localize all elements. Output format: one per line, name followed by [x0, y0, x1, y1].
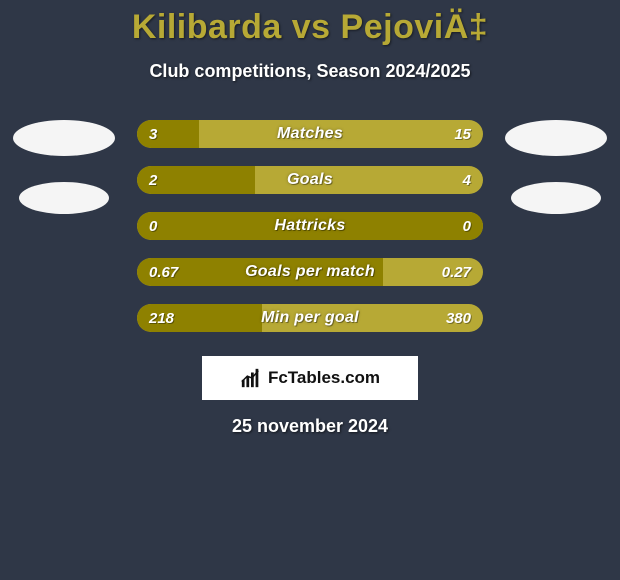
stat-right-value: 0 — [463, 212, 471, 240]
stat-right-value: 4 — [463, 166, 471, 194]
stat-bar: 2Goals4 — [137, 166, 483, 194]
chart-icon — [240, 367, 262, 389]
stat-label: Hattricks — [137, 212, 483, 240]
stat-label: Goals per match — [137, 258, 483, 286]
page-subtitle: Club competitions, Season 2024/2025 — [0, 61, 620, 82]
comparison-area: 3Matches15 2Goals4 0Hattricks0 0.67Goals pe… — [0, 120, 620, 332]
player-left-avatar — [13, 120, 115, 156]
stat-bars: 3Matches15 2Goals4 0Hattricks0 0.67Goals pe… — [137, 120, 483, 332]
stat-right-value: 15 — [454, 120, 471, 148]
team-left-avatar — [19, 182, 109, 214]
stat-label: Matches — [137, 120, 483, 148]
page-title: Kilibarda vs PejoviÄ‡ — [0, 8, 620, 47]
brand-name: FcTables.com — [268, 368, 380, 388]
left-avatar-column — [9, 120, 119, 214]
player-right-avatar — [505, 120, 607, 156]
stat-bar: 218Min per goal380 — [137, 304, 483, 332]
stat-bar: 0Hattricks0 — [137, 212, 483, 240]
stat-right-value: 380 — [446, 304, 471, 332]
stat-right-value: 0.27 — [442, 258, 471, 286]
team-right-avatar — [511, 182, 601, 214]
stat-bar: 0.67Goals per match0.27 — [137, 258, 483, 286]
date-label: 25 november 2024 — [0, 416, 620, 437]
stat-label: Goals — [137, 166, 483, 194]
stat-label: Min per goal — [137, 304, 483, 332]
comparison-infographic: Kilibarda vs PejoviÄ‡ Club competitions,… — [0, 0, 620, 437]
right-avatar-column — [501, 120, 611, 214]
branding-badge: FcTables.com — [202, 356, 418, 400]
stat-bar: 3Matches15 — [137, 120, 483, 148]
